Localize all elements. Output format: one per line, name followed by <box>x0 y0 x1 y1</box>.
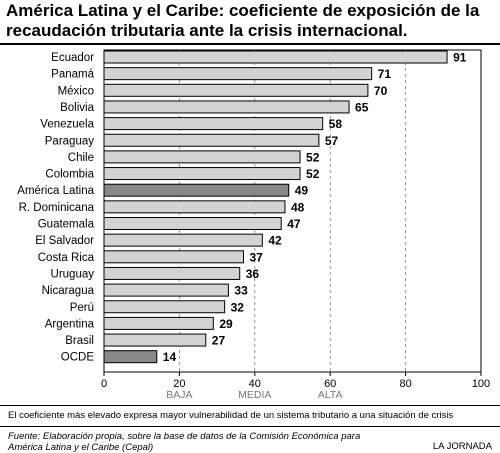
value-label: 42 <box>268 234 282 248</box>
bar <box>103 316 214 330</box>
category-label: México <box>58 85 94 97</box>
bar <box>103 117 324 131</box>
bar <box>103 333 207 347</box>
value-label: 48 <box>291 200 305 214</box>
value-label: 57 <box>325 134 339 148</box>
source-line-1: Fuente: Elaboración propia, sobre la bas… <box>8 431 361 442</box>
bar <box>103 217 282 230</box>
category-label: Perú <box>70 302 94 314</box>
bar <box>103 350 158 364</box>
band-label: MEDIA <box>238 389 271 401</box>
x-tick-label: 80 <box>399 378 411 390</box>
title-line-2: recaudación tributaria ante la crisis in… <box>6 21 408 40</box>
bar <box>103 133 320 147</box>
source-line-2: América Latina y el Caribe (Cepal) <box>8 442 154 453</box>
source-rule <box>0 426 500 427</box>
bar-chart: Ecuador 91 Panamá 71 México 70 Bolivia 65 Venezu… <box>17 49 490 401</box>
bar <box>103 266 241 280</box>
x-tick-label: 60 <box>324 378 336 390</box>
bar <box>103 183 290 197</box>
value-label: 58 <box>329 117 343 131</box>
category-label: Ecuador <box>51 52 94 64</box>
category-label: Panamá <box>51 69 94 81</box>
title-line-1: América Latina y el Caribe: coeficiente … <box>6 1 480 20</box>
category-label: Costa Rica <box>38 252 95 264</box>
category-label: Brasil <box>65 335 94 347</box>
category-label: Uruguay <box>51 268 95 280</box>
x-tick-label: 40 <box>249 378 261 390</box>
bar <box>103 250 244 264</box>
bar <box>103 233 263 247</box>
x-tick-label: 0 <box>101 378 107 390</box>
category-label: R. Dominicana <box>19 202 95 214</box>
value-label: 33 <box>234 284 248 298</box>
value-label: 49 <box>295 184 309 198</box>
chart-note: El coeficiente más elevado expresa mayor… <box>8 410 454 421</box>
value-label: 65 <box>355 100 369 114</box>
value-label: 36 <box>246 267 260 281</box>
chart-source: Fuente: Elaboración propia, sobre la bas… <box>8 431 388 453</box>
category-label: Paraguay <box>45 135 94 147</box>
category-label: América Latina <box>17 185 94 197</box>
x-tick-label: 20 <box>173 378 185 390</box>
value-label: 29 <box>219 317 233 331</box>
band-label: ALTA <box>318 389 343 401</box>
value-label: 52 <box>306 167 320 181</box>
category-label: Bolivia <box>60 102 94 114</box>
category-label: Guatemala <box>38 219 95 231</box>
value-label: 32 <box>231 300 245 314</box>
value-label: 71 <box>378 67 392 81</box>
bar <box>103 167 301 181</box>
value-label: 70 <box>374 84 388 98</box>
value-label: 52 <box>306 150 320 164</box>
category-label: Chile <box>68 152 94 164</box>
bar <box>103 67 373 81</box>
x-tick-label: 100 <box>472 378 490 390</box>
band-label: BAJA <box>166 389 192 401</box>
value-label: 27 <box>212 334 226 348</box>
note-rule <box>0 405 500 406</box>
category-label: Venezuela <box>40 119 94 131</box>
category-label: Colombia <box>45 169 94 181</box>
value-label: 47 <box>287 217 301 231</box>
bar <box>103 283 229 297</box>
bar <box>103 200 286 214</box>
category-label: Nicaragua <box>42 285 95 297</box>
bar <box>103 150 301 164</box>
category-label: OCDE <box>61 352 95 364</box>
top-rule <box>0 43 500 45</box>
bar <box>103 50 448 64</box>
bar <box>103 300 226 314</box>
category-label: Argentina <box>45 318 95 330</box>
value-label: 37 <box>249 250 263 264</box>
credit-label: LA JORNADA <box>432 441 492 452</box>
bar <box>103 100 350 114</box>
bar <box>103 83 369 97</box>
chart-title: América Latina y el Caribe: coeficiente … <box>6 1 496 41</box>
category-label: El Salvador <box>35 235 94 247</box>
value-label: 14 <box>163 350 177 364</box>
value-label: 91 <box>453 51 467 65</box>
